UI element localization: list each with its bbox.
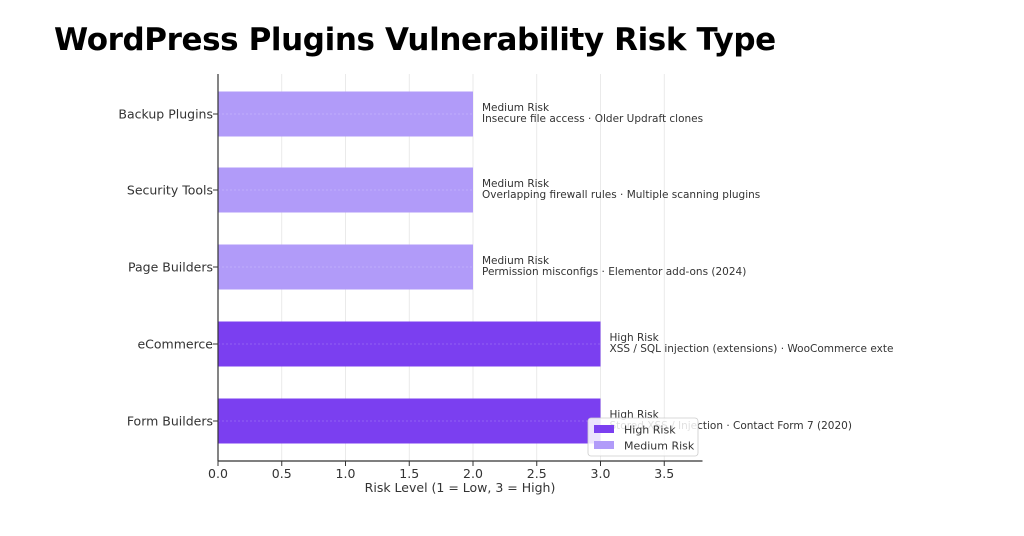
category-label: Form Builders: [127, 414, 213, 429]
category-label: Page Builders: [128, 260, 213, 275]
legend-label: Medium Risk: [624, 440, 695, 453]
bar: [218, 91, 473, 137]
x-tick-label: 0.5: [272, 466, 292, 481]
annotation-text: Permission misconfigs · Elementor add-on…: [482, 266, 746, 278]
annotation-text: Insecure file access · Older Updraft clo…: [482, 113, 703, 125]
legend: High Risk Medium Risk: [587, 417, 699, 457]
bar: [218, 321, 601, 367]
category-label: Security Tools: [127, 183, 213, 198]
risk-label: Medium Risk: [482, 102, 550, 114]
x-axis-label: Risk Level (1 = Low, 3 = High): [365, 480, 556, 495]
category-label: Backup Plugins: [118, 107, 213, 122]
x-tick-label: 0.0: [208, 466, 228, 481]
annotation-text: XSS / SQL injection (extensions) · WooCo…: [610, 343, 915, 355]
x-tick-label: 1.5: [399, 466, 419, 481]
legend-swatch: [594, 441, 614, 449]
risk-label: Medium Risk: [482, 178, 550, 190]
bar: [218, 398, 601, 444]
page-title: WordPress Plugins Vulnerability Risk Typ…: [54, 22, 776, 58]
x-tick-label: 3.5: [654, 466, 674, 481]
legend-label: High Risk: [624, 424, 676, 437]
legend-swatch: [594, 425, 614, 433]
x-tick-label: 1.0: [336, 466, 356, 481]
x-tick-label: 2.0: [463, 466, 483, 481]
bar: [218, 167, 473, 213]
risk-label: Medium Risk: [482, 255, 550, 267]
x-tick-label: 3.0: [591, 466, 611, 481]
bars: [218, 91, 701, 444]
bar: [218, 244, 473, 290]
legend-box: [587, 417, 699, 457]
category-label: eCommerce: [137, 337, 213, 352]
axes: Backup Plugins Security Tools Page Builder…: [118, 74, 703, 495]
x-tick-label: 2.5: [527, 466, 547, 481]
annotation-text: Overlapping firewall rules · Multiple sc…: [482, 189, 760, 201]
risk-label: High Risk: [610, 332, 660, 344]
